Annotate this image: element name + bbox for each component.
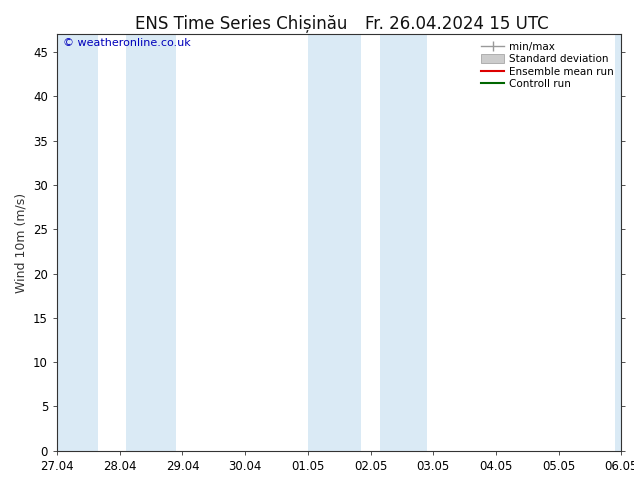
Y-axis label: Wind 10m (m/s): Wind 10m (m/s) (15, 193, 28, 293)
Bar (57, 34, 98, 451)
Text: © weatheronline.co.uk: © weatheronline.co.uk (63, 38, 190, 49)
Bar (126, 34, 176, 451)
Bar (380, 34, 427, 451)
Text: Fr. 26.04.2024 15 UTC: Fr. 26.04.2024 15 UTC (365, 15, 548, 33)
Legend: min/max, Standard deviation, Ensemble mean run, Controll run: min/max, Standard deviation, Ensemble me… (479, 40, 616, 92)
Bar (308, 34, 361, 451)
Text: ENS Time Series Chișinău: ENS Time Series Chișinău (135, 15, 347, 33)
Bar (615, 34, 621, 451)
